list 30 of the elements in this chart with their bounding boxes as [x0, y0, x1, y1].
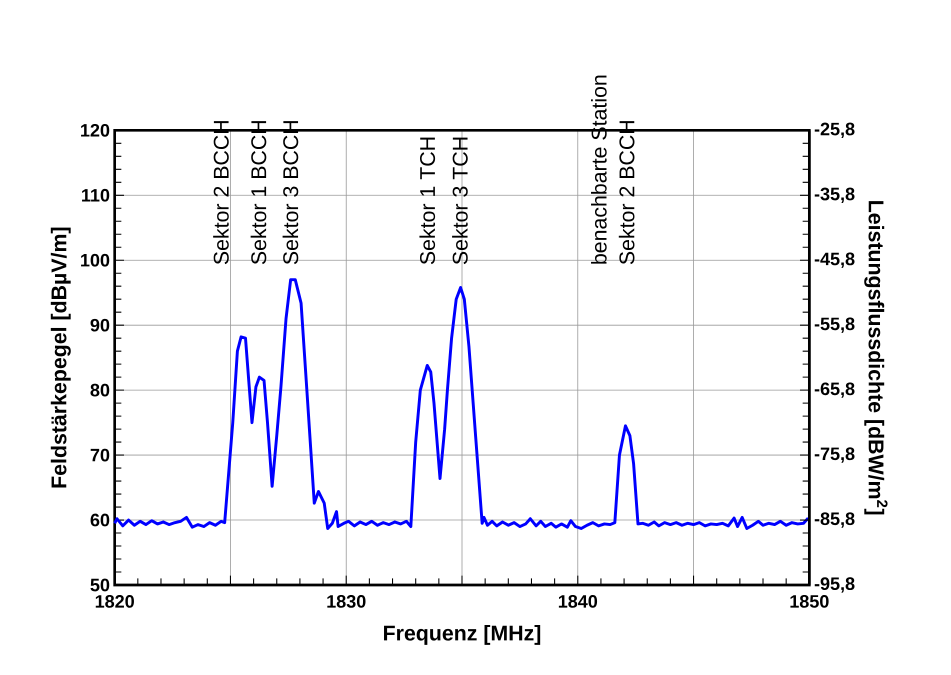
y-tick-label: 110 [82, 188, 110, 202]
y-axis-title: Feldstärkepegel [dBµV/m] [50, 228, 71, 488]
y-tick-label: 50 [90, 578, 110, 592]
y-tick-label: 120 [81, 124, 110, 137]
annotation: Sektor 2 BCCH [213, 121, 229, 264]
y-tick-label: 90 [90, 318, 110, 332]
annotation: Sektor 1 BCCH [250, 121, 266, 264]
x-tick-label: 1840 [558, 595, 598, 608]
y2-axis-title: Leistungsflussdichte [dBW/m$^{2}$] [864, 201, 888, 514]
x-tick-label: 1820 [96, 595, 134, 608]
y2-tick-label: -95,8 [814, 577, 855, 593]
x-tick-label: 1850 [790, 595, 829, 608]
y-tick-label: 80 [90, 384, 110, 396]
y-tick-label: 60 [90, 514, 110, 526]
annotation: Sektor 2 BCCH [618, 121, 634, 264]
y2-tick-label: -75,8 [814, 447, 855, 463]
x-axis-title: Frequenz [MHz] [384, 624, 540, 645]
y2-tick-label: -35,8 [814, 188, 855, 203]
y-tick-label: 100 [81, 254, 110, 267]
y-tick-label: 70 [90, 448, 110, 462]
annotation: Sektor 3 TCH [452, 138, 468, 264]
x-tick-label: 1830 [327, 595, 366, 608]
y2-tick-label: -55,8 [814, 318, 855, 333]
y2-tick-label: -65,8 [814, 382, 855, 398]
annotation: Sektor 3 BCCH [282, 121, 298, 264]
line-series [113, 278, 810, 530]
y2-tick-label: -45,8 [814, 252, 855, 268]
y2-tick-label: -85,8 [814, 512, 855, 528]
annotation: Sektor 1 TCH [419, 138, 436, 264]
y2-tick-label: -25,8 [814, 122, 855, 138]
